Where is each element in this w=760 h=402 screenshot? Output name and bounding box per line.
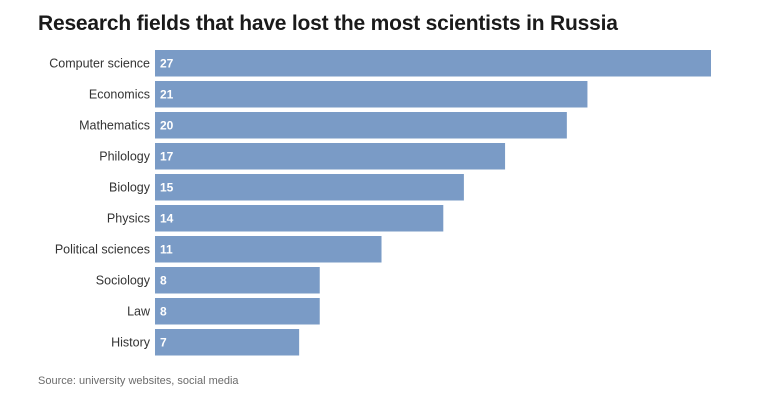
bar-value-label: 8: [160, 273, 167, 287]
bar: [155, 112, 567, 139]
bar-value-label: 20: [160, 118, 174, 132]
bar: [155, 143, 506, 170]
category-label: Law: [127, 304, 151, 318]
category-label: Biology: [109, 180, 151, 194]
bar-value-label: 11: [160, 242, 173, 256]
bar-value-label: 14: [160, 211, 174, 225]
bar-value-label: 7: [160, 335, 167, 349]
chart-title: Research fields that have lost the most …: [38, 12, 618, 35]
bar: [155, 329, 300, 356]
bar: [155, 298, 320, 325]
bar: [155, 50, 711, 77]
category-label: History: [111, 335, 151, 349]
category-label: Computer science: [49, 56, 150, 70]
category-label: Philology: [99, 149, 150, 163]
bar-value-label: 8: [160, 304, 167, 318]
source-note: Source: university websites, social medi…: [38, 375, 239, 387]
bar-value-label: 15: [160, 180, 174, 194]
bar-value-label: 21: [160, 87, 174, 101]
category-label: Physics: [107, 211, 150, 225]
category-label: Political sciences: [55, 242, 150, 256]
bar: [155, 81, 588, 108]
bar: [155, 236, 382, 263]
bar: [155, 174, 464, 201]
bar-value-label: 17: [160, 149, 174, 163]
category-label: Mathematics: [79, 118, 150, 132]
category-label: Sociology: [96, 273, 151, 287]
bar: [155, 205, 444, 232]
category-label: Economics: [89, 87, 150, 101]
bar: [155, 267, 320, 294]
bar-value-label: 27: [160, 56, 174, 70]
